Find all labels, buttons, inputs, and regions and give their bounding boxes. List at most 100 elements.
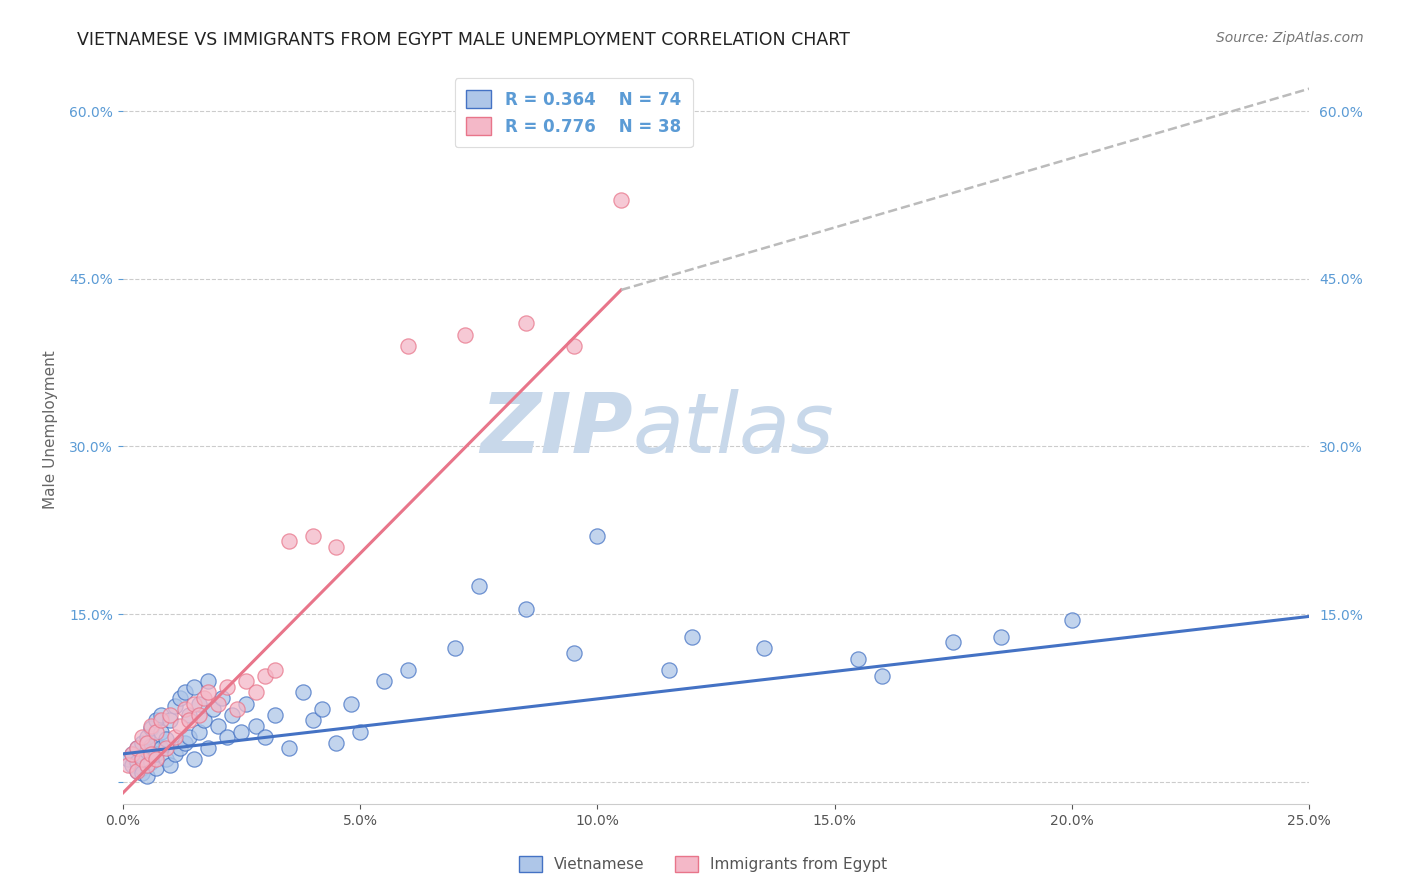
- Point: [121, 758, 143, 772]
- Point: [141, 739, 163, 753]
- Point: [193, 714, 215, 728]
- Point: [562, 339, 585, 353]
- Point: [197, 741, 219, 756]
- Point: [453, 327, 475, 342]
- Point: [173, 702, 195, 716]
- Point: [339, 697, 361, 711]
- Point: [848, 652, 870, 666]
- Point: [131, 765, 153, 780]
- Point: [197, 685, 219, 699]
- Point: [145, 761, 167, 775]
- Point: [169, 719, 191, 733]
- Point: [658, 663, 681, 677]
- Point: [145, 752, 167, 766]
- Point: [131, 752, 153, 766]
- Point: [131, 736, 153, 750]
- Point: [145, 724, 167, 739]
- Point: [870, 668, 893, 682]
- Point: [217, 730, 239, 744]
- Point: [277, 741, 299, 756]
- Point: [681, 630, 703, 644]
- Text: ZIP: ZIP: [481, 389, 633, 470]
- Point: [221, 707, 243, 722]
- Point: [149, 714, 172, 728]
- Point: [159, 707, 181, 722]
- Point: [325, 736, 347, 750]
- Text: Source: ZipAtlas.com: Source: ZipAtlas.com: [1216, 31, 1364, 45]
- Point: [396, 663, 419, 677]
- Point: [125, 764, 148, 778]
- Point: [217, 680, 239, 694]
- Point: [141, 747, 163, 761]
- Point: [183, 680, 205, 694]
- Point: [193, 691, 215, 706]
- Point: [163, 730, 186, 744]
- Point: [125, 764, 148, 778]
- Point: [515, 317, 537, 331]
- Point: [173, 685, 195, 699]
- Point: [373, 674, 395, 689]
- Point: [235, 674, 257, 689]
- Point: [179, 714, 201, 728]
- Point: [159, 758, 181, 772]
- Point: [155, 732, 177, 747]
- Point: [121, 747, 143, 761]
- Point: [179, 730, 201, 744]
- Point: [263, 663, 285, 677]
- Point: [349, 724, 371, 739]
- Point: [141, 755, 163, 769]
- Point: [125, 741, 148, 756]
- Point: [263, 707, 285, 722]
- Point: [610, 194, 633, 208]
- Point: [562, 646, 585, 660]
- Point: [145, 747, 167, 761]
- Point: [468, 579, 491, 593]
- Point: [179, 707, 201, 722]
- Point: [169, 741, 191, 756]
- Text: atlas: atlas: [633, 389, 835, 470]
- Point: [163, 747, 186, 761]
- Point: [141, 721, 163, 735]
- Point: [149, 724, 172, 739]
- Point: [159, 714, 181, 728]
- Point: [125, 741, 148, 756]
- Point: [301, 714, 323, 728]
- Point: [149, 707, 172, 722]
- Point: [149, 741, 172, 756]
- Point: [231, 724, 253, 739]
- Point: [235, 697, 257, 711]
- Legend: R = 0.364    N = 74, R = 0.776    N = 38: R = 0.364 N = 74, R = 0.776 N = 38: [454, 78, 693, 147]
- Point: [277, 534, 299, 549]
- Y-axis label: Male Unemployment: Male Unemployment: [44, 351, 58, 509]
- Point: [396, 339, 419, 353]
- Point: [183, 697, 205, 711]
- Point: [117, 752, 139, 766]
- Point: [135, 758, 157, 772]
- Point: [187, 724, 209, 739]
- Point: [173, 736, 195, 750]
- Point: [752, 640, 775, 655]
- Point: [131, 761, 153, 775]
- Point: [245, 685, 267, 699]
- Point: [125, 755, 148, 769]
- Point: [254, 730, 277, 744]
- Point: [292, 685, 315, 699]
- Point: [586, 529, 609, 543]
- Point: [131, 730, 153, 744]
- Point: [311, 702, 333, 716]
- Point: [155, 752, 177, 766]
- Point: [135, 758, 157, 772]
- Point: [325, 540, 347, 554]
- Legend: Vietnamese, Immigrants from Egypt: Vietnamese, Immigrants from Egypt: [510, 848, 896, 880]
- Point: [301, 529, 323, 543]
- Point: [990, 630, 1012, 644]
- Point: [135, 743, 157, 757]
- Point: [169, 691, 191, 706]
- Point: [187, 707, 209, 722]
- Point: [117, 758, 139, 772]
- Point: [444, 640, 467, 655]
- Point: [197, 674, 219, 689]
- Text: VIETNAMESE VS IMMIGRANTS FROM EGYPT MALE UNEMPLOYMENT CORRELATION CHART: VIETNAMESE VS IMMIGRANTS FROM EGYPT MALE…: [77, 31, 851, 49]
- Point: [163, 698, 186, 713]
- Point: [515, 601, 537, 615]
